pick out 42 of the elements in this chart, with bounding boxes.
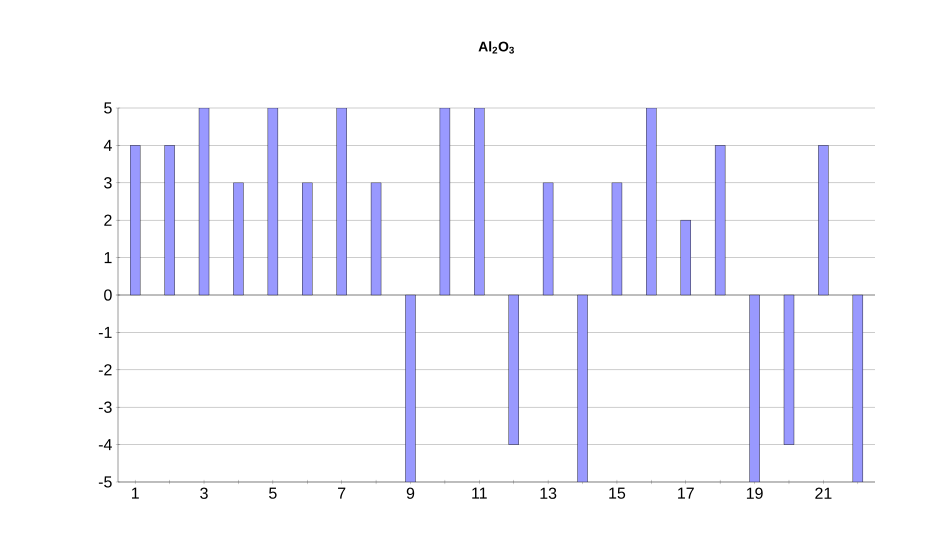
bar [164,145,175,296]
x-tick-label: 21 [815,488,832,499]
y-tick-label: 4 [104,140,112,151]
y-tick-label: -5 [98,476,112,488]
x-tick-label: 13 [540,488,556,499]
bar [508,294,519,445]
x-tick-label: 15 [609,488,626,499]
bar [680,220,691,296]
bar [405,295,416,482]
y-tick-label: 0 [104,289,112,301]
bar [130,145,140,296]
y-tick-label: 5 [104,102,112,114]
bar [336,108,347,296]
bar [440,108,450,296]
x-tick-label: 3 [200,488,208,499]
bar [302,182,312,296]
bar [646,108,657,296]
x-tick-label: 1 [132,488,139,499]
x-tick-label: 5 [269,488,277,499]
bar [198,108,210,296]
x-tick-label: 11 [472,488,487,499]
bar [818,145,829,296]
bar [784,294,794,445]
y-tick-label: 3 [104,177,112,188]
x-tick-label: 9 [406,488,414,499]
y-tick-label: -2 [98,364,112,376]
bar [268,108,278,296]
y-tick-label: 1 [104,252,112,264]
bar [750,295,760,482]
bar [714,145,726,296]
bar [542,182,554,296]
bar [474,108,484,296]
x-tick-label: 17 [678,488,694,499]
y-tick-label: -3 [98,402,112,413]
x-tick-label: 7 [338,488,346,499]
y-tick-label: 2 [104,214,112,226]
y-tick-label: -1 [98,326,112,338]
chart-title: Al$_{2}$O$_{3}$ [478,41,514,54]
bar [578,295,588,482]
bar [852,294,864,482]
x-tick-label: 19 [746,488,763,499]
y-tick-label: -4 [98,439,112,450]
